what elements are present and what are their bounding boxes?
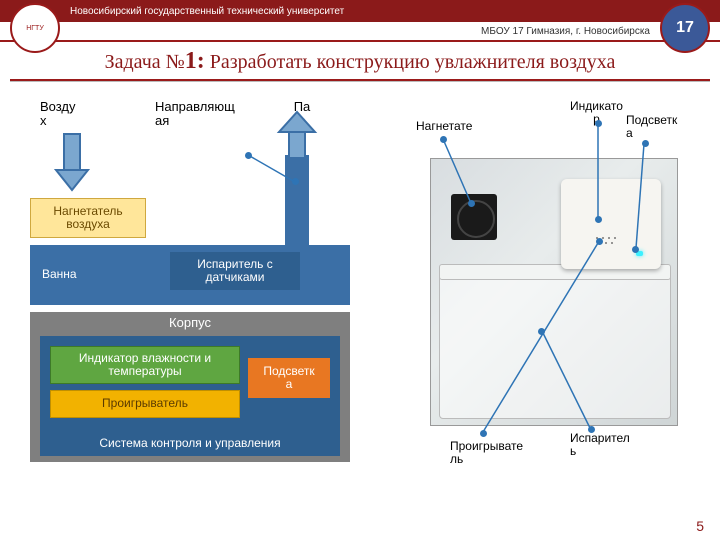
photo-area: Нагнетате Индикато р Подсветк а Проигрыв…	[410, 130, 700, 510]
photo-label-evaporator: Испарител ь	[570, 432, 630, 458]
block-evaporator: Испаритель с датчиками	[170, 252, 300, 290]
block-blower: Нагнетатель воздуха	[30, 198, 146, 238]
block-indicator: Индикатор влажности и температуры	[50, 346, 240, 384]
photo-label-player: Проигрывате ль	[450, 440, 523, 466]
photo-label-blower: Нагнетате	[416, 120, 472, 133]
content-area: Возду х Па р Направляющ ая Нагнетатель в…	[0, 100, 720, 520]
label-guide: Направляющ ая	[155, 100, 265, 129]
dot-player-end	[596, 238, 603, 245]
label-air: Возду х	[40, 100, 100, 129]
block-backlight: Подсветк а	[248, 358, 330, 398]
task-number: 1:	[185, 48, 205, 74]
guide-line	[245, 152, 305, 187]
label-case: Корпус	[30, 316, 350, 330]
line-blower	[440, 136, 480, 206]
page-number: 5	[696, 518, 704, 534]
title-underline	[10, 79, 710, 81]
dot-backlight-end	[632, 246, 639, 253]
dot-indicator-end	[595, 216, 602, 223]
line-evap	[540, 330, 600, 430]
dot-blower-end	[468, 200, 475, 207]
university-name: Новосибирский государственный технически…	[70, 6, 344, 17]
line-indicator	[592, 122, 612, 222]
sub-header-bar: МБОУ 17 Гимназия, г. Новосибирска	[0, 22, 720, 42]
nstu-logo: НГТУ	[10, 3, 60, 53]
dot-evap-end	[538, 328, 545, 335]
block-player: Проигрыватель	[50, 390, 240, 418]
line-backlight	[632, 142, 652, 252]
slide-title: Задача №1: Разработать конструкцию увлаж…	[40, 48, 680, 75]
school-logo: 17	[660, 3, 710, 53]
photo-label-backlight: Подсветк а	[626, 114, 677, 140]
block-diagram: Возду х Па р Направляющ ая Нагнетатель в…	[30, 100, 390, 500]
air-arrow-icon	[52, 132, 92, 194]
header-bar: Новосибирский государственный технически…	[0, 0, 720, 22]
school-name: МБОУ 17 Гимназия, г. Новосибирска	[481, 26, 650, 37]
